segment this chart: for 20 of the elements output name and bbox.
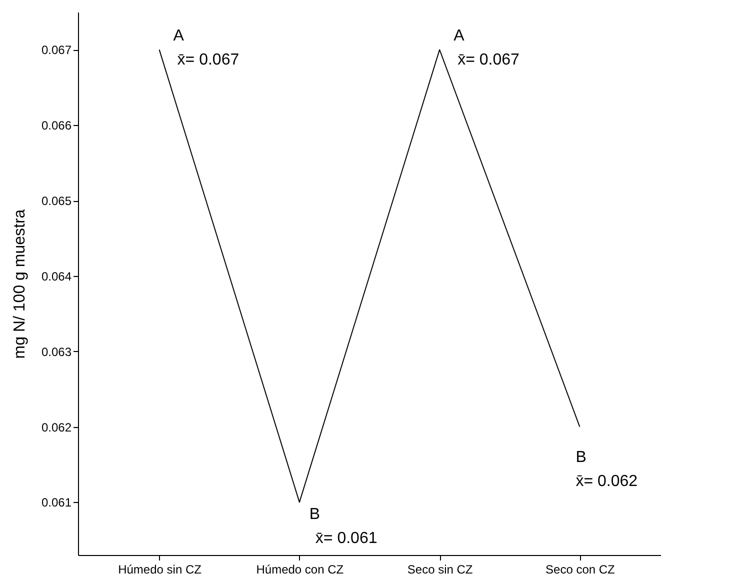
annotation: B — [576, 448, 586, 466]
y-tick-label: 0.063 — [41, 344, 72, 359]
y-tick-label: 0.064 — [41, 269, 72, 284]
x-tick-label: Húmedo sin CZ — [118, 562, 202, 576]
x-tick-label: Húmedo con CZ — [256, 562, 344, 576]
y-tick-label: 0.062 — [41, 420, 72, 434]
annotation: x̄= 0.067 — [458, 52, 520, 69]
annotation: A — [454, 28, 465, 45]
x-tick-label: Seco sin CZ — [407, 562, 473, 576]
y-tick-label: 0.067 — [41, 43, 72, 58]
annotation: A — [173, 28, 184, 45]
annotation: x̄= 0.061 — [315, 530, 378, 548]
y-tick-label: 0.061 — [41, 496, 72, 510]
annotation: x̄= 0.062 — [576, 472, 638, 490]
x-tick-label: Seco con CZ — [546, 562, 615, 576]
annotation: B — [309, 506, 320, 524]
y-axis-title: mg N/ 100 g muestra — [11, 209, 28, 359]
y-tick-label: 0.066 — [41, 118, 72, 133]
y-tick-label: 0.065 — [41, 194, 72, 208]
annotation: x̄= 0.067 — [177, 52, 240, 69]
